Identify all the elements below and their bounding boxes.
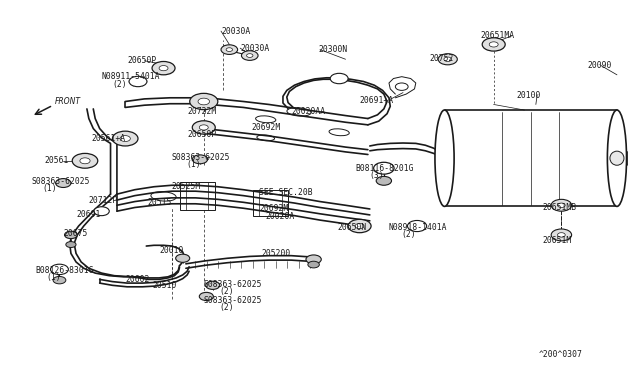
Circle shape [53, 276, 66, 284]
Circle shape [308, 261, 319, 268]
Circle shape [482, 38, 505, 51]
Text: 20561+A: 20561+A [92, 134, 125, 143]
Circle shape [221, 45, 237, 54]
Circle shape [551, 199, 572, 211]
Text: 20651M: 20651M [542, 236, 572, 246]
Text: S08363-62025: S08363-62025 [204, 296, 262, 305]
Circle shape [348, 219, 371, 233]
Ellipse shape [610, 151, 624, 165]
Text: 20651MB: 20651MB [542, 203, 577, 212]
Circle shape [374, 162, 394, 174]
Circle shape [199, 292, 213, 301]
Text: 20650N: 20650N [338, 223, 367, 232]
Text: 20692M: 20692M [251, 123, 280, 132]
Text: (2): (2) [113, 80, 127, 89]
Text: (1): (1) [186, 160, 200, 169]
Circle shape [192, 121, 215, 134]
Text: (1): (1) [47, 273, 61, 282]
Circle shape [551, 229, 572, 241]
Text: B08116-8201G: B08116-8201G [355, 164, 413, 173]
Circle shape [66, 241, 76, 247]
Text: 20100: 20100 [516, 91, 541, 100]
Text: (2): (2) [219, 303, 234, 312]
Ellipse shape [607, 110, 627, 206]
Circle shape [56, 179, 71, 187]
Text: 20525M: 20525M [172, 182, 201, 191]
Text: S08363-62025: S08363-62025 [204, 280, 262, 289]
Text: FRONT: FRONT [54, 97, 81, 106]
Text: 20675: 20675 [63, 229, 88, 238]
Text: N08918-1401A: N08918-1401A [389, 223, 447, 232]
Circle shape [306, 255, 321, 264]
Text: (2): (2) [219, 287, 234, 296]
Text: 20515: 20515 [148, 198, 172, 207]
Circle shape [198, 98, 209, 105]
Circle shape [65, 231, 77, 238]
Circle shape [330, 73, 348, 84]
Text: 20510: 20510 [153, 281, 177, 290]
Circle shape [355, 224, 364, 229]
Text: 20030A: 20030A [221, 26, 250, 36]
Text: (1): (1) [42, 185, 57, 193]
Text: 20650P: 20650P [127, 56, 156, 65]
Bar [253, 190, 288, 217]
Circle shape [557, 203, 565, 208]
Text: S08363-62025: S08363-62025 [172, 153, 230, 161]
Circle shape [241, 51, 258, 60]
Circle shape [376, 176, 392, 185]
Text: N08911-5401A: N08911-5401A [102, 72, 160, 81]
Text: 20030A: 20030A [240, 44, 269, 52]
Circle shape [152, 61, 175, 75]
Circle shape [120, 136, 131, 141]
Circle shape [557, 233, 565, 237]
Text: 20090: 20090 [587, 61, 611, 70]
Text: 20561: 20561 [44, 156, 68, 165]
Circle shape [199, 125, 208, 130]
Text: 205200: 205200 [261, 249, 291, 258]
Ellipse shape [435, 110, 454, 206]
Circle shape [226, 48, 232, 51]
Text: 20010: 20010 [159, 246, 184, 255]
Text: 20020A: 20020A [266, 212, 295, 221]
Circle shape [80, 158, 90, 164]
Text: 20650P: 20650P [187, 130, 216, 140]
Text: 20752: 20752 [430, 54, 454, 62]
Text: (3): (3) [370, 171, 385, 180]
Circle shape [396, 83, 408, 90]
Bar [179, 182, 214, 210]
Text: ^200^0307: ^200^0307 [538, 350, 582, 359]
Circle shape [51, 264, 68, 275]
Circle shape [159, 65, 168, 71]
Circle shape [438, 54, 458, 65]
Circle shape [246, 54, 253, 57]
Text: 20692M: 20692M [259, 204, 289, 213]
Circle shape [94, 207, 109, 216]
Text: 20722M: 20722M [187, 108, 216, 116]
Text: (2): (2) [402, 230, 417, 240]
Circle shape [175, 254, 189, 262]
Circle shape [444, 57, 452, 61]
Circle shape [408, 221, 427, 232]
Text: 20300N: 20300N [319, 45, 348, 54]
Circle shape [72, 153, 98, 168]
Circle shape [192, 155, 207, 164]
Text: 20020AA: 20020AA [291, 108, 325, 116]
Circle shape [113, 131, 138, 146]
Text: 20712P: 20712P [89, 196, 118, 205]
Text: B08126-8301G: B08126-8301G [36, 266, 94, 275]
Circle shape [129, 76, 147, 87]
Text: 20691+A: 20691+A [360, 96, 394, 105]
Text: SEE SEC.20B: SEE SEC.20B [259, 188, 313, 197]
Text: 20602: 20602 [125, 275, 150, 284]
Text: 20651MA: 20651MA [481, 31, 515, 41]
Text: 20691: 20691 [76, 211, 100, 219]
Circle shape [489, 42, 498, 47]
Text: S08363-62025: S08363-62025 [31, 177, 90, 186]
Circle shape [205, 281, 220, 289]
Circle shape [189, 93, 218, 110]
